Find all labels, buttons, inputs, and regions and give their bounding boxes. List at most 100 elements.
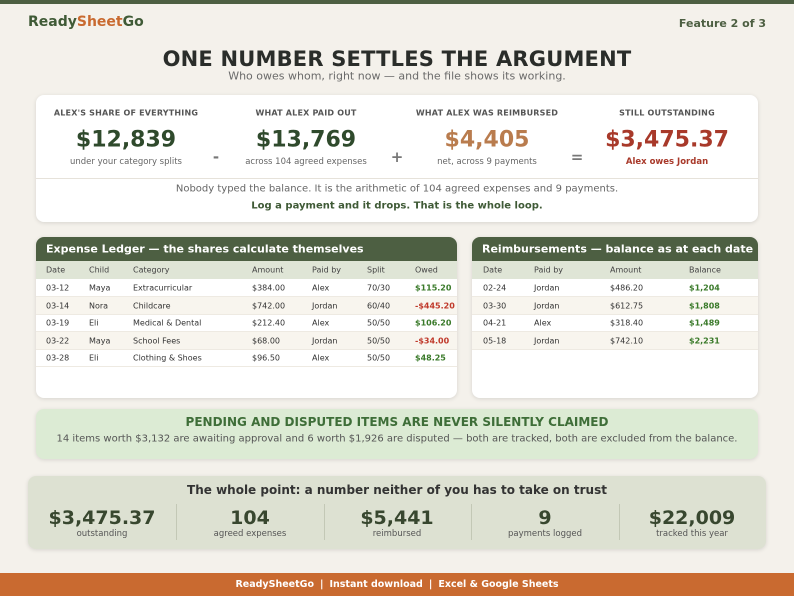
table-cell: Nora [89, 301, 109, 310]
table-cell: Jordan [534, 283, 560, 293]
table-cell: 05-18 [483, 336, 507, 345]
ledger-panel: Expense Ledger — the shares calculate th… [36, 237, 457, 398]
column-header: Split [367, 265, 385, 275]
stat-divider [471, 504, 472, 540]
table-cell: $318.40 [610, 318, 644, 328]
table-cell: Jordan [312, 301, 338, 310]
table-cell: $1,489 [689, 318, 720, 328]
table-cell: $742.10 [610, 336, 644, 345]
table-cell: 50/50 [367, 318, 391, 328]
notice-banner: PENDING AND DISPUTED ITEMS ARE NEVER SIL… [36, 409, 758, 459]
table-cell: Jordan [534, 336, 560, 345]
table-cell: 02-24 [483, 283, 507, 293]
row-rule [472, 348, 758, 350]
table-cell: $96.50 [252, 353, 280, 363]
reimbursements-panel: Reimbursements — balance as at each date… [472, 237, 758, 398]
table-cell: Medical & Dental [133, 318, 202, 328]
table-cell: 03-22 [46, 336, 70, 345]
column-header: Date [46, 265, 66, 275]
table-header [36, 237, 457, 261]
stat-label: payments logged [508, 529, 582, 539]
table-cell: 03-28 [46, 353, 70, 363]
balance-card: ALEX'S SHARE OF EVERYTHING $12,839 under y… [36, 95, 758, 222]
table-header [472, 237, 758, 261]
brand-part: Ready [28, 14, 77, 30]
footnote-emphasis: Log a payment and it drops. That is the … [251, 200, 543, 212]
stat-value: $22,009 [648, 507, 736, 529]
table-cell: 60/40 [367, 301, 391, 310]
brand-part: Go [122, 14, 144, 30]
stat-divider [176, 504, 177, 540]
divider [36, 178, 758, 179]
brand-part: Sheet [76, 14, 123, 30]
table-cell: Maya [89, 283, 111, 293]
hero-subtitle: Who owes whom, right now — and the file … [228, 69, 566, 83]
metric-note: under your category splits [70, 157, 182, 167]
column-header: Owed [415, 265, 438, 275]
table-cell: $486.20 [610, 283, 644, 293]
table-cell: -$34.00 [415, 336, 450, 345]
metric-note: Alex owes Jordan [625, 157, 709, 167]
metric-value: $13,769 [255, 127, 357, 153]
column-header: Balance [689, 265, 721, 275]
row-stripe [472, 331, 758, 349]
table-cell: $742.00 [252, 301, 286, 310]
stat-label: tracked this year [656, 529, 728, 539]
table-title: Expense Ledger — the shares calculate th… [46, 242, 364, 256]
stat-value: $3,475.37 [48, 507, 156, 529]
footer-item: ReadySheetGo [235, 579, 314, 590]
table-cell: Eli [89, 318, 99, 328]
table-cell: $68.00 [252, 336, 280, 345]
row-stripe [36, 296, 457, 314]
operator: + [390, 148, 404, 166]
stat-divider [618, 504, 620, 540]
metric-label: WHAT ALEX PAID OUT [255, 108, 357, 118]
column-header: Category [133, 265, 170, 275]
metric-value: $12,839 [75, 127, 177, 153]
column-header: Child [89, 265, 110, 275]
metric-label: STILL OUTSTANDING [619, 108, 715, 118]
table-cell: Jordan [312, 336, 338, 345]
footnote: Nobody typed the balance. It is the arit… [175, 183, 619, 195]
brand-logo[interactable]: ReadySheetGo [28, 14, 144, 30]
table-cell: Extracurricular [133, 283, 193, 293]
notice-title: PENDING AND DISPUTED ITEMS ARE NEVER SIL… [185, 415, 609, 429]
column-header: Date [483, 265, 503, 275]
table-cell: 70/30 [367, 283, 391, 293]
row-rule [36, 366, 457, 367]
table-cell: $48.25 [415, 353, 446, 363]
table-cell: Alex [312, 353, 330, 363]
metric-label: WHAT ALEX WAS REIMBURSED [415, 108, 559, 118]
row-stripe [472, 296, 758, 314]
row-rule [472, 313, 758, 315]
table-cell: $115.20 [415, 283, 452, 293]
footer-separator: | [428, 579, 433, 590]
metric-value: $3,475.37 [605, 127, 729, 153]
footer-item: Excel & Google Sheets [438, 579, 559, 590]
row-rule [36, 348, 457, 350]
hero-title: ONE NUMBER SETTLES THE ARGUMENT [162, 47, 632, 71]
table-cell: $106.20 [415, 318, 452, 328]
table-cell: Jordan [534, 301, 560, 310]
stat-label: outstanding [76, 529, 128, 539]
operator: - [212, 148, 220, 166]
table-cell: Childcare [133, 301, 171, 310]
table-cell: Clothing & Shoes [133, 353, 202, 363]
table-cell: Alex [534, 318, 552, 328]
footer-item: Instant download [329, 579, 423, 590]
table-cell: Eli [89, 353, 99, 363]
table-cell: $212.40 [252, 318, 286, 328]
column-header: Amount [610, 265, 642, 275]
table-cell: $384.00 [252, 283, 286, 293]
footer-bar: ReadySheetGo | Instant download | Excel & Go… [0, 573, 794, 596]
table-cell: -$445.20 [415, 301, 455, 310]
notice-text: 14 items worth $3,132 are awaiting appro… [56, 433, 738, 445]
totals-title: The whole point: a number neither of you… [187, 483, 607, 497]
table-cell: 50/50 [367, 336, 391, 345]
table-cell: $1,204 [689, 283, 720, 293]
table-cell: Alex [312, 318, 330, 328]
stat-divider [323, 504, 325, 540]
table-cell: 03-19 [46, 318, 70, 328]
metric-note: across 104 agreed expenses [245, 157, 367, 167]
